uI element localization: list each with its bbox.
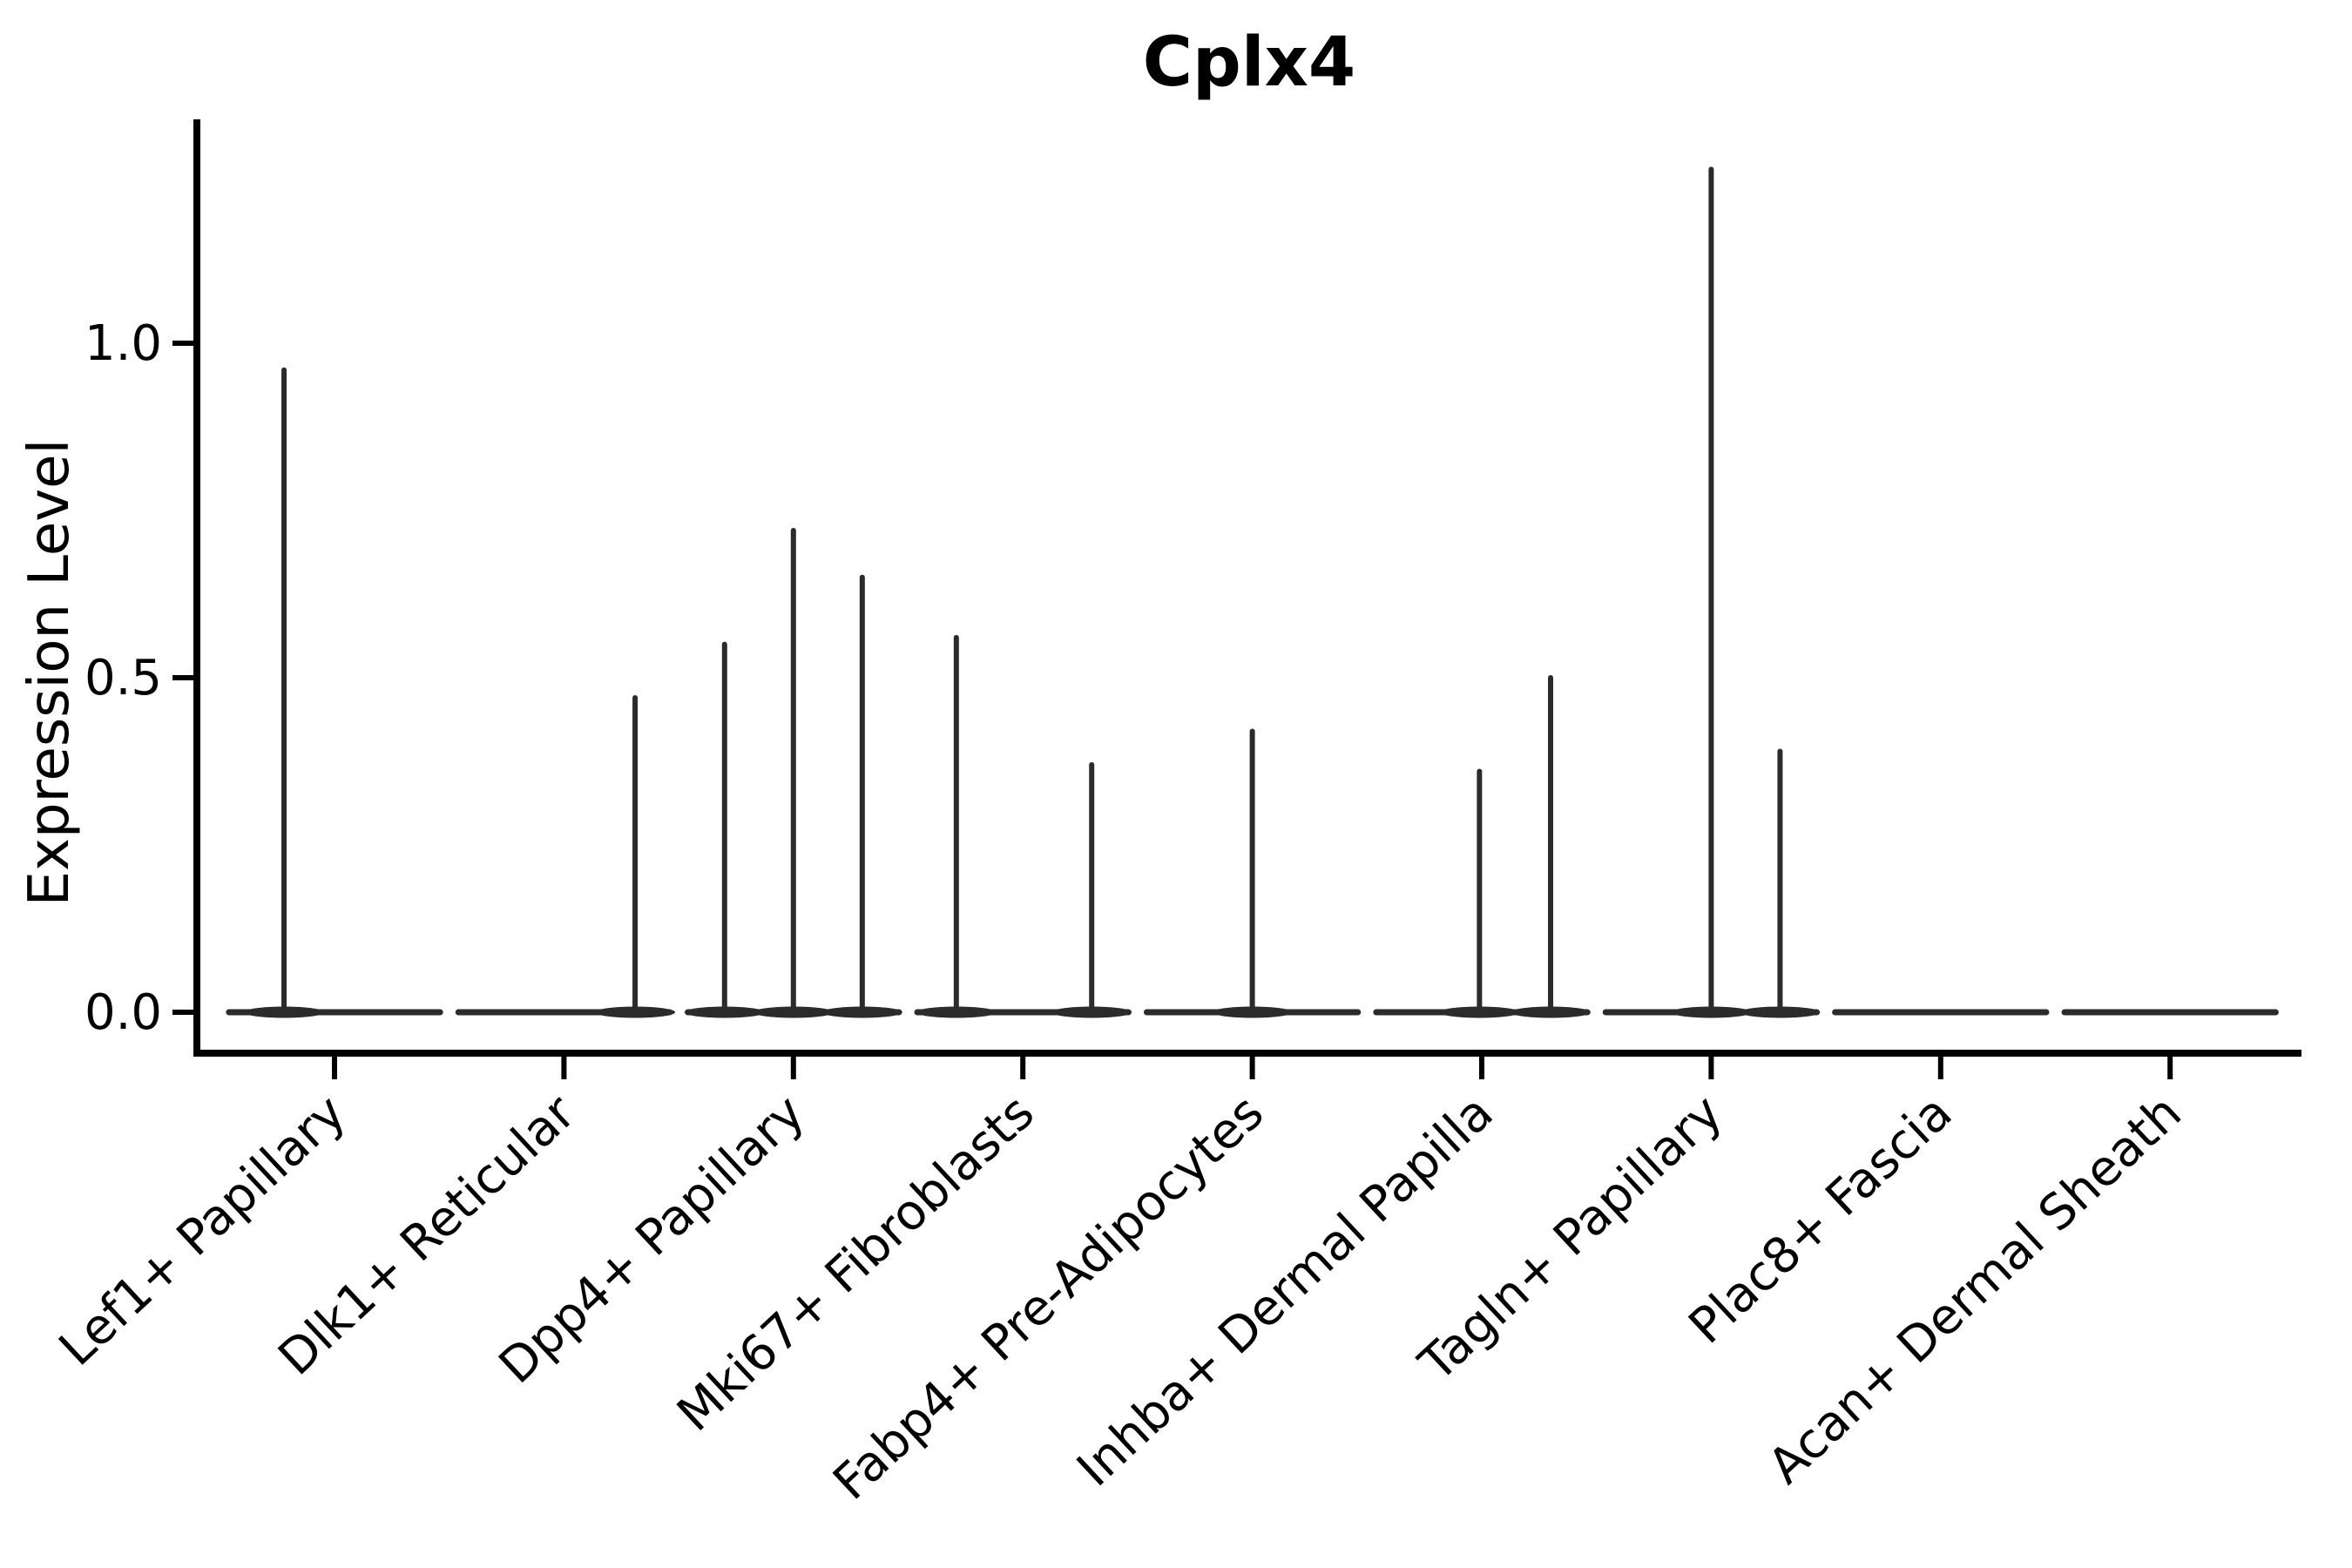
y-tick-label: 0.5 — [84, 650, 162, 706]
violin-group — [684, 528, 902, 1018]
violin-group — [1602, 166, 1821, 1018]
violins — [226, 166, 2279, 1018]
violin-group — [455, 695, 676, 1018]
y-tick-label: 0.0 — [84, 984, 162, 1041]
axes-spines — [193, 119, 2301, 1057]
x-tick-label: Fabp4+ Pre-Adipocytes — [822, 1085, 1274, 1511]
y-tick-label: 1.0 — [84, 315, 162, 372]
violin-group — [1373, 675, 1592, 1018]
chart-title: Cplx4 — [1143, 24, 1355, 102]
violin-group — [226, 367, 443, 1018]
y-axis-ticks: 0.0 0.5 1.0 — [84, 315, 197, 1041]
x-tick-label: Acan+ Dermal Sheath — [1758, 1085, 2193, 1496]
y-axis-label: Expression Level — [17, 439, 82, 907]
violin-group — [914, 634, 1132, 1018]
x-tick-label: Inhba+ Dermal Papilla — [1066, 1085, 1504, 1498]
violin-group — [1143, 728, 1362, 1018]
